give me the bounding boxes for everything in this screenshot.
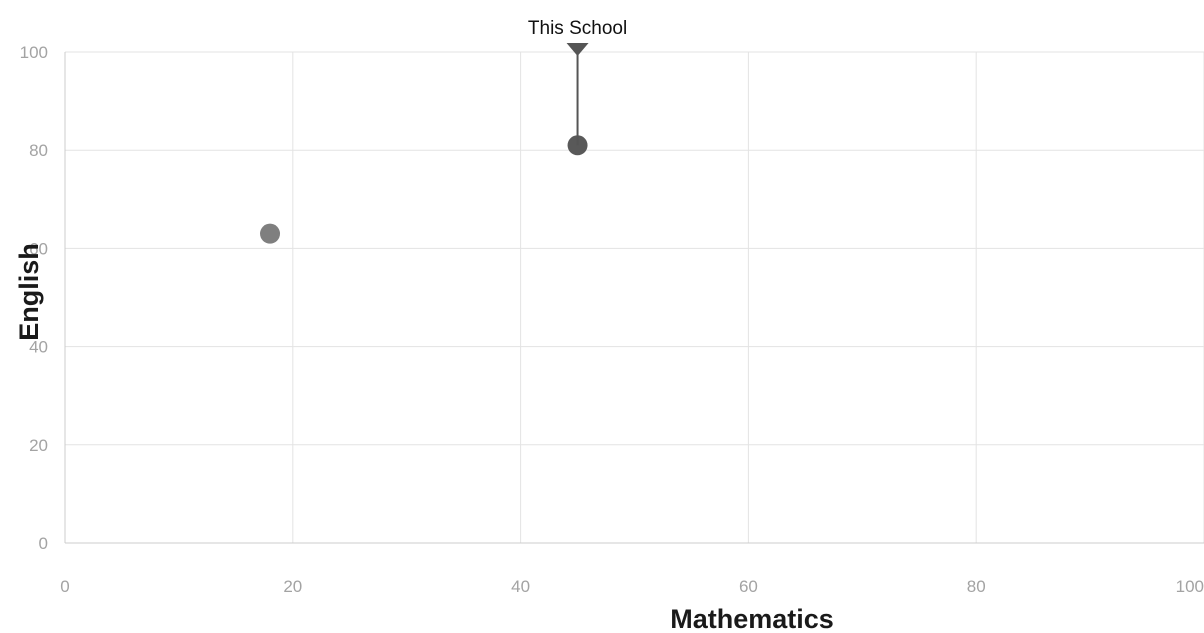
y-tick-labels: 0 20 40 60 80 100 (20, 43, 48, 553)
x-tick-label: 100 (1176, 577, 1204, 596)
y-tick-label: 100 (20, 43, 48, 62)
data-point-1 (260, 223, 281, 244)
y-tick-label: 0 (39, 534, 48, 553)
x-tick-label: 80 (967, 577, 986, 596)
y-tick-label: 20 (29, 436, 48, 455)
annotation-marker (566, 43, 589, 56)
y-tick-label: 80 (29, 141, 48, 160)
y-tick-label: 60 (29, 239, 48, 258)
x-tick-labels: 0 20 40 60 80 100 (60, 577, 1204, 596)
x-tick-label: 40 (511, 577, 530, 596)
x-axis-title: Mathematics (670, 604, 834, 633)
x-tick-label: 20 (283, 577, 302, 596)
axes (64, 52, 1204, 544)
data-points (260, 135, 588, 244)
y-axis-title: English (14, 243, 44, 341)
grid-lines (65, 51, 1204, 543)
y-tick-label: 40 (29, 338, 48, 357)
annotation-label: This School (528, 18, 627, 39)
x-tick-label: 0 (60, 577, 69, 596)
annotation-group: This School (528, 18, 627, 146)
x-tick-label: 60 (739, 577, 758, 596)
